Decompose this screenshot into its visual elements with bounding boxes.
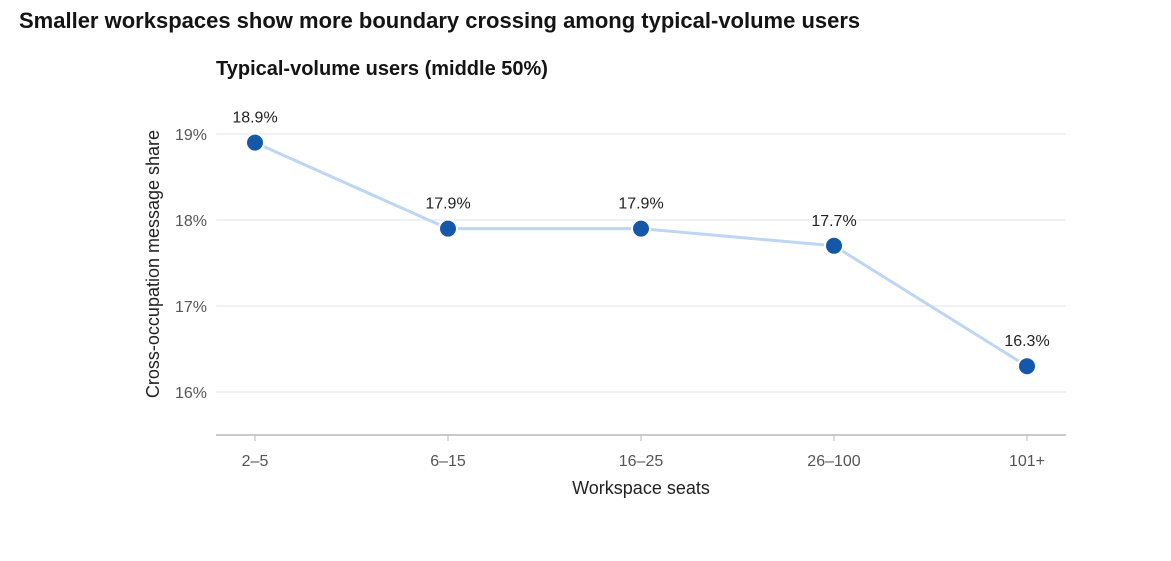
y-axis-title: Cross-occupation message share xyxy=(143,130,163,398)
x-axis-ticks: 2–5 6–15 16–25 26–100 101+ xyxy=(242,435,1045,470)
data-points xyxy=(245,132,1037,377)
series-line xyxy=(254,141,1028,368)
data-point xyxy=(1017,356,1037,377)
x-tick-label: 2–5 xyxy=(242,453,269,470)
data-point xyxy=(824,235,844,256)
data-label: 18.9% xyxy=(232,110,277,127)
data-label: 16.3% xyxy=(1004,333,1049,350)
data-label: 17.9% xyxy=(618,196,663,213)
data-point xyxy=(438,218,458,239)
x-tick-label: 16–25 xyxy=(619,453,664,470)
y-tick-label: 19% xyxy=(175,127,207,144)
x-tick-label: 6–15 xyxy=(430,453,466,470)
y-tick-label: 16% xyxy=(175,385,207,402)
data-label: 17.7% xyxy=(811,213,856,230)
data-point xyxy=(631,218,651,239)
data-point xyxy=(245,132,265,153)
x-tick-label: 26–100 xyxy=(807,453,860,470)
y-tick-label: 18% xyxy=(175,213,207,230)
page-title: Smaller workspaces show more boundary cr… xyxy=(19,8,861,33)
y-tick-label: 17% xyxy=(175,299,207,316)
chart-title: Typical-volume users (middle 50%) xyxy=(216,58,548,80)
y-axis-ticks: 16% 17% 18% 19% xyxy=(175,127,207,402)
gridlines xyxy=(216,133,1066,393)
data-label: 17.9% xyxy=(425,196,470,213)
data-labels: 18.9% 17.9% 17.9% 17.7% 16.3% xyxy=(232,110,1049,351)
x-tick-label: 101+ xyxy=(1009,453,1045,470)
x-axis-title: Workspace seats xyxy=(572,478,710,498)
